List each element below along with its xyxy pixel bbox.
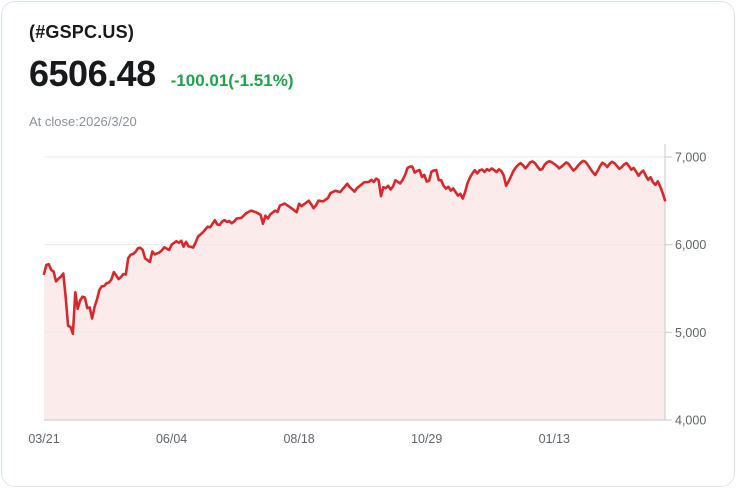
price-row: 6506.48 -100.01(-1.51%) [29,54,293,94]
last-price: 6506.48 [29,53,156,94]
x-axis-label: 03/21 [28,432,59,446]
x-axis-label: 08/18 [283,432,314,446]
price-change: -100.01(-1.51%) [170,71,294,90]
x-axis-label: 01/13 [539,432,570,446]
y-axis-label: 7,000 [675,151,706,165]
x-axis-label: 06/04 [156,432,187,446]
symbol-title: (#GSPC.US) [29,22,135,42]
chart-area-fill [44,160,665,420]
y-axis-label: 6,000 [675,238,706,252]
x-axis-label: 10/29 [411,432,442,446]
y-axis-label: 4,000 [675,414,706,428]
chart-line [42,159,667,336]
y-axis-label: 5,000 [675,326,706,340]
close-timestamp: At close:2026/3/20 [29,114,137,129]
